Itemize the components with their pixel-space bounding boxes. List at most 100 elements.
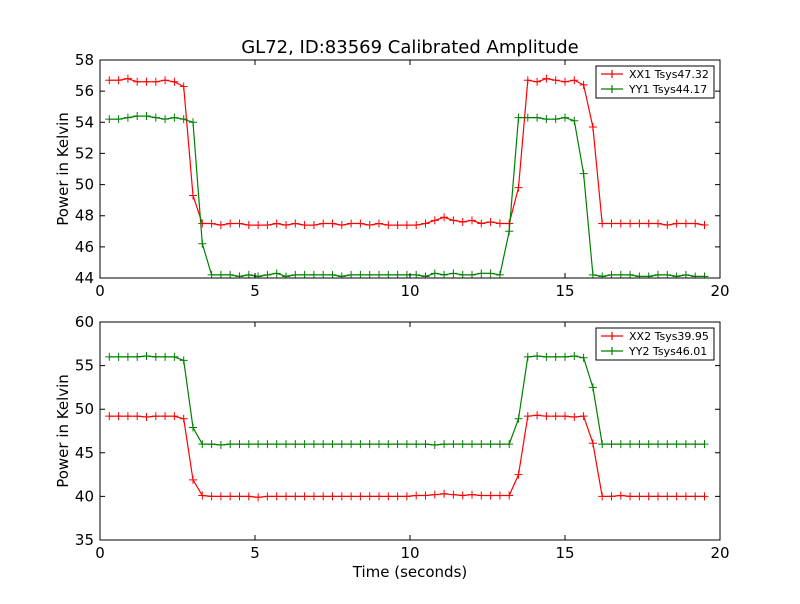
legend: XX2 Tsys39.95 YY2 Tsys46.01 xyxy=(595,327,715,361)
data-point xyxy=(244,221,253,230)
y-tick-label: 56 xyxy=(75,82,94,100)
data-point xyxy=(691,272,700,278)
data-point xyxy=(189,423,197,432)
data-point xyxy=(384,492,393,501)
data-point xyxy=(272,440,281,449)
bottom-subplot: 0 5 10 15 20 35 40 45 50 55 60 Power in Kelvin Time … xyxy=(54,313,730,581)
data-point xyxy=(635,219,644,228)
data-point xyxy=(523,352,532,361)
data-point xyxy=(142,77,151,86)
data-point xyxy=(151,77,160,86)
data-point xyxy=(644,272,653,278)
data-point xyxy=(393,492,402,501)
x-tick-label: 0 xyxy=(95,282,105,300)
data-point xyxy=(635,492,644,501)
data-point xyxy=(375,440,383,449)
data-point xyxy=(468,440,476,449)
x-tick-label: 15 xyxy=(555,282,574,300)
x-tick-label: 5 xyxy=(250,282,260,300)
data-point xyxy=(114,115,123,124)
data-point xyxy=(551,412,560,421)
data-point xyxy=(151,412,160,421)
data-point xyxy=(198,440,207,449)
series-1-group xyxy=(105,411,709,502)
data-point xyxy=(319,219,328,228)
data-point xyxy=(384,440,393,449)
data-point xyxy=(114,76,123,85)
data-point xyxy=(179,115,188,124)
x-tick-label: 20 xyxy=(710,544,729,562)
data-point xyxy=(189,191,197,200)
data-point xyxy=(486,491,495,500)
data-point xyxy=(207,440,216,449)
data-point xyxy=(179,82,188,91)
data-point xyxy=(626,492,635,501)
data-point xyxy=(663,221,672,230)
data-point xyxy=(300,221,309,230)
data-point xyxy=(523,113,532,122)
data-point xyxy=(635,272,644,278)
data-point xyxy=(263,440,272,449)
data-point xyxy=(449,490,458,499)
data-point xyxy=(533,411,542,420)
y-tick-label: 40 xyxy=(75,487,94,505)
data-point xyxy=(161,352,170,361)
data-point xyxy=(151,352,160,361)
data-point xyxy=(272,492,281,501)
legend-entry-label: YY1 Tsys44.17 xyxy=(628,83,707,96)
data-point xyxy=(644,492,653,501)
data-point xyxy=(430,269,439,278)
data-point xyxy=(319,440,328,449)
data-point xyxy=(672,492,681,501)
data-point xyxy=(123,412,132,421)
data-point xyxy=(365,221,374,230)
data-point xyxy=(672,440,681,449)
x-tick-label: 15 xyxy=(555,544,574,562)
data-point xyxy=(672,219,681,228)
series-2-line xyxy=(109,115,705,278)
data-point xyxy=(598,492,607,501)
data-point xyxy=(337,272,346,278)
data-point xyxy=(477,269,486,278)
data-point xyxy=(291,219,300,228)
data-point xyxy=(551,352,560,361)
data-point xyxy=(570,413,579,422)
data-point xyxy=(254,221,263,230)
data-point xyxy=(681,219,690,228)
data-point xyxy=(216,221,225,230)
data-point xyxy=(123,113,132,122)
data-point xyxy=(319,492,328,501)
x-tick-label: 5 xyxy=(250,544,260,562)
data-point xyxy=(570,76,579,85)
data-point xyxy=(588,122,597,131)
data-point xyxy=(486,269,495,278)
data-point xyxy=(505,491,514,500)
data-point xyxy=(207,219,216,228)
data-point xyxy=(514,183,523,192)
data-point xyxy=(291,492,300,501)
data-point xyxy=(477,219,486,228)
data-point xyxy=(458,491,467,500)
data-point xyxy=(449,440,458,449)
data-point xyxy=(691,219,700,228)
data-point xyxy=(579,412,588,421)
data-point xyxy=(179,356,188,365)
data-point xyxy=(607,492,616,501)
series-1-line xyxy=(109,78,705,226)
data-point xyxy=(216,440,225,449)
data-point xyxy=(244,440,253,449)
data-point xyxy=(337,221,346,230)
data-point xyxy=(477,491,486,500)
y-tick-label: 54 xyxy=(75,113,94,131)
y-tick-label: 44 xyxy=(75,269,94,287)
data-point xyxy=(402,440,411,449)
data-point xyxy=(198,491,207,500)
series-2-line xyxy=(109,355,705,446)
data-point xyxy=(244,492,253,501)
data-point xyxy=(235,492,244,501)
series-2-group xyxy=(105,112,709,278)
data-point xyxy=(282,221,290,230)
data-point xyxy=(430,216,439,225)
